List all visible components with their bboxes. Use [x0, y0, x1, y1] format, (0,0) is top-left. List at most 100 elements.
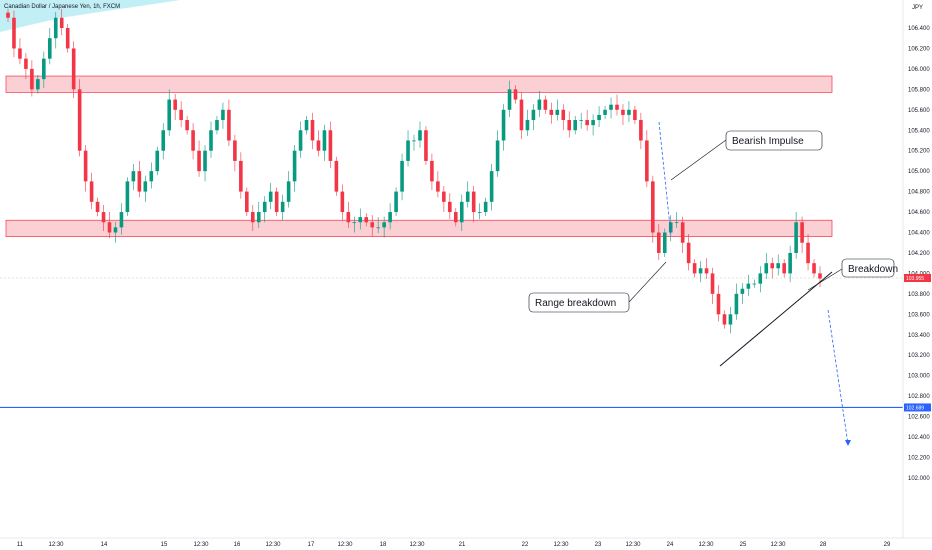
- range-breakdown-callout-box: [528, 292, 630, 313]
- candle-body: [507, 89, 512, 110]
- candle-body: [36, 79, 40, 90]
- candle-body: [579, 120, 583, 121]
- candle-body: [107, 222, 112, 233]
- candle-body: [567, 120, 572, 131]
- candle-body: [59, 17, 64, 28]
- candle-body: [250, 212, 255, 223]
- candle-body: [12, 17, 16, 49]
- x-axis: 11 12:30 14 15 12:30 16 12:30 17 12:30 18 12:30 21 2…: [0, 537, 932, 548]
- x-tick-label: 12:30: [265, 542, 281, 548]
- candle-body: [794, 222, 798, 253]
- y-tick-label: 105.000: [908, 169, 930, 175]
- candle-body: [561, 109, 566, 121]
- candle-body: [400, 160, 404, 192]
- y-tick-label: 104.400: [908, 231, 930, 237]
- bearish-impulse-pointer: [670, 139, 727, 181]
- candle-body: [501, 109, 506, 141]
- x-tick-label: 28: [820, 542, 827, 548]
- candle-body: [662, 232, 667, 253]
- x-tick-label: 16: [234, 542, 241, 548]
- candle-body: [806, 242, 810, 264]
- candle-body: [268, 191, 273, 202]
- x-tick-label: 24: [667, 542, 674, 548]
- candle-body: [782, 263, 786, 274]
- candle-body: [322, 130, 327, 151]
- candle-body: [53, 17, 58, 39]
- candle-body: [549, 109, 554, 115]
- x-tick-label: 12:30: [193, 542, 209, 548]
- candle-body: [370, 222, 375, 228]
- candle-body: [740, 288, 745, 294]
- candle-body: [692, 263, 697, 274]
- candle-body: [191, 130, 195, 151]
- x-tick-label: 12:30: [770, 542, 786, 548]
- candle-body: [179, 109, 183, 121]
- candle-body: [382, 222, 386, 228]
- candle-body: [609, 104, 613, 110]
- candle-body: [77, 89, 82, 151]
- candle-body: [30, 68, 34, 90]
- x-tick-label: 14: [101, 542, 108, 548]
- bearish-impulse-callout-text: Bearish Impulse: [732, 136, 804, 147]
- current-price-tag-label: 103.955: [906, 276, 924, 282]
- candle-body: [418, 130, 422, 141]
- candle-body: [734, 293, 739, 315]
- candle-body: [209, 130, 213, 151]
- candle-body: [651, 181, 655, 233]
- projection-arrow: [827, 309, 849, 445]
- candle-body: [477, 212, 482, 213]
- candle-body: [818, 273, 822, 279]
- candle-body: [716, 293, 721, 315]
- candle-body: [161, 130, 166, 151]
- x-tick-label: 12:30: [337, 542, 353, 548]
- candle-body: [531, 109, 536, 121]
- candle-body: [627, 109, 631, 115]
- candle-body: [155, 150, 160, 172]
- candle-body: [221, 109, 225, 121]
- y-tick-label: 102.200: [908, 455, 930, 461]
- candle-body: [346, 212, 351, 223]
- candle-body: [376, 227, 380, 229]
- candle-body: [710, 273, 715, 294]
- x-tick-label: 15: [161, 542, 168, 548]
- y-tick-label: 103.000: [908, 374, 930, 380]
- y-axis: JPY 106.400 106.200 106.000 105.800 105.600 1…: [902, 0, 931, 538]
- x-tick-label: 22: [522, 542, 529, 548]
- candle-body: [340, 191, 345, 213]
- candle-body: [621, 109, 625, 115]
- candle-body: [406, 140, 410, 161]
- x-tick-label: 29: [884, 542, 891, 548]
- candle-body: [448, 201, 452, 213]
- candle-body: [442, 191, 446, 202]
- candle-body: [328, 130, 333, 161]
- candle-body: [227, 109, 231, 141]
- y-tick-label: 105.800: [908, 87, 930, 93]
- candle-body: [453, 212, 458, 223]
- candle-body: [298, 130, 303, 151]
- candle-body: [424, 130, 428, 161]
- candle-body: [770, 263, 775, 269]
- candle-body: [173, 99, 177, 110]
- candle-body: [334, 160, 339, 192]
- candle-body: [704, 268, 709, 274]
- y-tick-label: 103.400: [908, 333, 930, 339]
- candle-body: [645, 140, 649, 182]
- y-tick-label: 104.800: [908, 190, 930, 196]
- candle-body: [471, 191, 476, 213]
- candle-body: [24, 58, 28, 69]
- candle-body: [47, 38, 52, 59]
- candle-body: [465, 191, 470, 202]
- candle-body: [71, 48, 76, 90]
- candle-body: [459, 201, 464, 223]
- zone-support: [5, 219, 833, 237]
- x-tick-label: 12:30: [409, 542, 425, 548]
- currency-label: JPY: [912, 5, 923, 11]
- y-tick-label: 105.600: [908, 108, 930, 114]
- candle-body: [728, 314, 733, 325]
- candle-body: [262, 201, 267, 213]
- candle-body: [812, 263, 816, 274]
- x-tick-label: 25: [740, 542, 747, 548]
- breakdown-callout-text: Breakdown: [848, 264, 898, 275]
- y-tick-label: 102.600: [908, 415, 930, 421]
- candle-body: [89, 181, 94, 202]
